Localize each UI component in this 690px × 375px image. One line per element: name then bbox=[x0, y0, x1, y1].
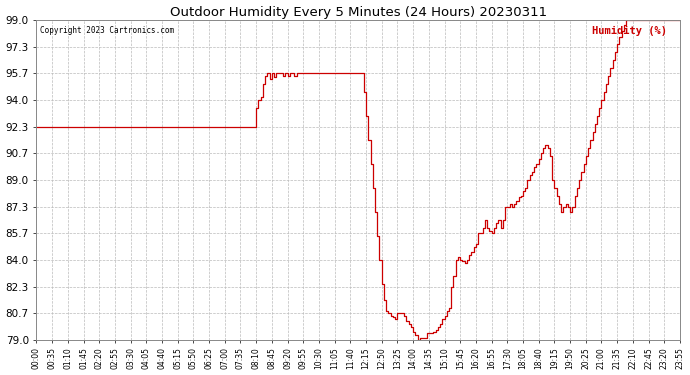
Text: Copyright 2023 Cartronics.com: Copyright 2023 Cartronics.com bbox=[39, 26, 174, 35]
Title: Outdoor Humidity Every 5 Minutes (24 Hours) 20230311: Outdoor Humidity Every 5 Minutes (24 Hou… bbox=[170, 6, 546, 18]
Text: Humidity (%): Humidity (%) bbox=[592, 26, 667, 36]
